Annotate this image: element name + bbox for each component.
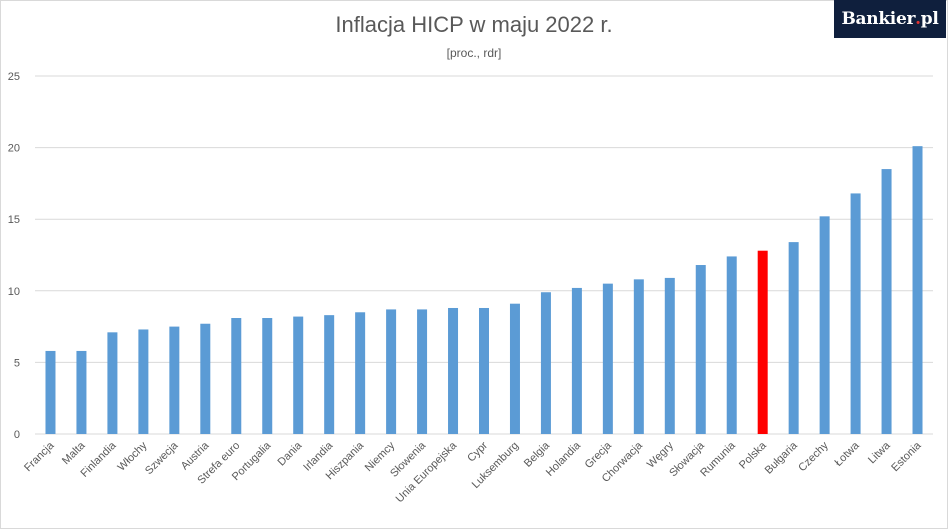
chart-subtitle: [proc., rdr]: [446, 46, 502, 60]
bar: [540, 292, 551, 434]
bar: [509, 303, 520, 434]
bar: [881, 169, 892, 434]
x-tick-label: Malta: [60, 439, 88, 467]
bar: [324, 315, 335, 434]
bar: [169, 326, 180, 434]
bar: [850, 193, 861, 434]
bar: [417, 309, 428, 434]
bar: [757, 250, 768, 434]
bar: [602, 283, 613, 434]
bar: [231, 318, 242, 434]
logo-dot: .: [915, 9, 921, 29]
bar: [479, 307, 489, 434]
bar: [355, 312, 366, 434]
y-tick-label: 15: [8, 214, 20, 226]
bar: [448, 307, 459, 434]
bankier-logo[interactable]: Bankier. pl: [834, 0, 946, 38]
bar: [912, 146, 923, 434]
x-tick-label: Cypr: [465, 439, 490, 464]
bar: [664, 277, 675, 434]
y-axis-labels: 0 5 10 15 20 25: [8, 71, 20, 441]
x-tick-label: Rumunia: [698, 439, 738, 479]
bar: [571, 287, 582, 434]
y-tick-label: 0: [14, 429, 20, 441]
bar: [819, 216, 830, 434]
bar: [107, 332, 118, 434]
y-tick-label: 20: [8, 143, 20, 155]
bar: [76, 350, 87, 434]
x-tick-label: Dania: [276, 439, 305, 468]
x-tick-label: Łotwa: [832, 439, 862, 469]
x-tick-label: Szwecja: [143, 439, 181, 477]
y-tick-label: 25: [8, 71, 20, 83]
logo-suffix: pl: [920, 9, 939, 29]
bar: [262, 318, 273, 434]
x-tick-label: Litwa: [866, 439, 893, 466]
x-tick-label: Finlandia: [78, 439, 119, 480]
bar: [293, 316, 304, 434]
x-tick-label: Bułgaria: [763, 439, 801, 477]
bar: [788, 242, 799, 434]
x-tick-label: Holandia: [544, 439, 584, 479]
bar: [386, 309, 397, 434]
chart-title: Inflacja HICP w maju 2022 r.: [335, 12, 613, 37]
bar: [633, 279, 644, 434]
x-tick-label: Czechy: [796, 439, 831, 474]
bar: [695, 265, 706, 434]
y-tick-label: 10: [8, 286, 20, 298]
logo-text: Bankier: [841, 9, 916, 29]
bars: [45, 146, 923, 434]
bar: [200, 323, 211, 434]
y-tick-label: 5: [14, 357, 20, 369]
x-tick-label: Estonia: [889, 439, 924, 474]
x-tick-label: Francja: [22, 439, 57, 474]
bar: [45, 350, 56, 434]
bar: [138, 329, 149, 434]
x-axis-labels: Francja MaltaFinlandiaWłochySzwecjaAustri…: [22, 439, 924, 505]
bar: [726, 256, 737, 434]
